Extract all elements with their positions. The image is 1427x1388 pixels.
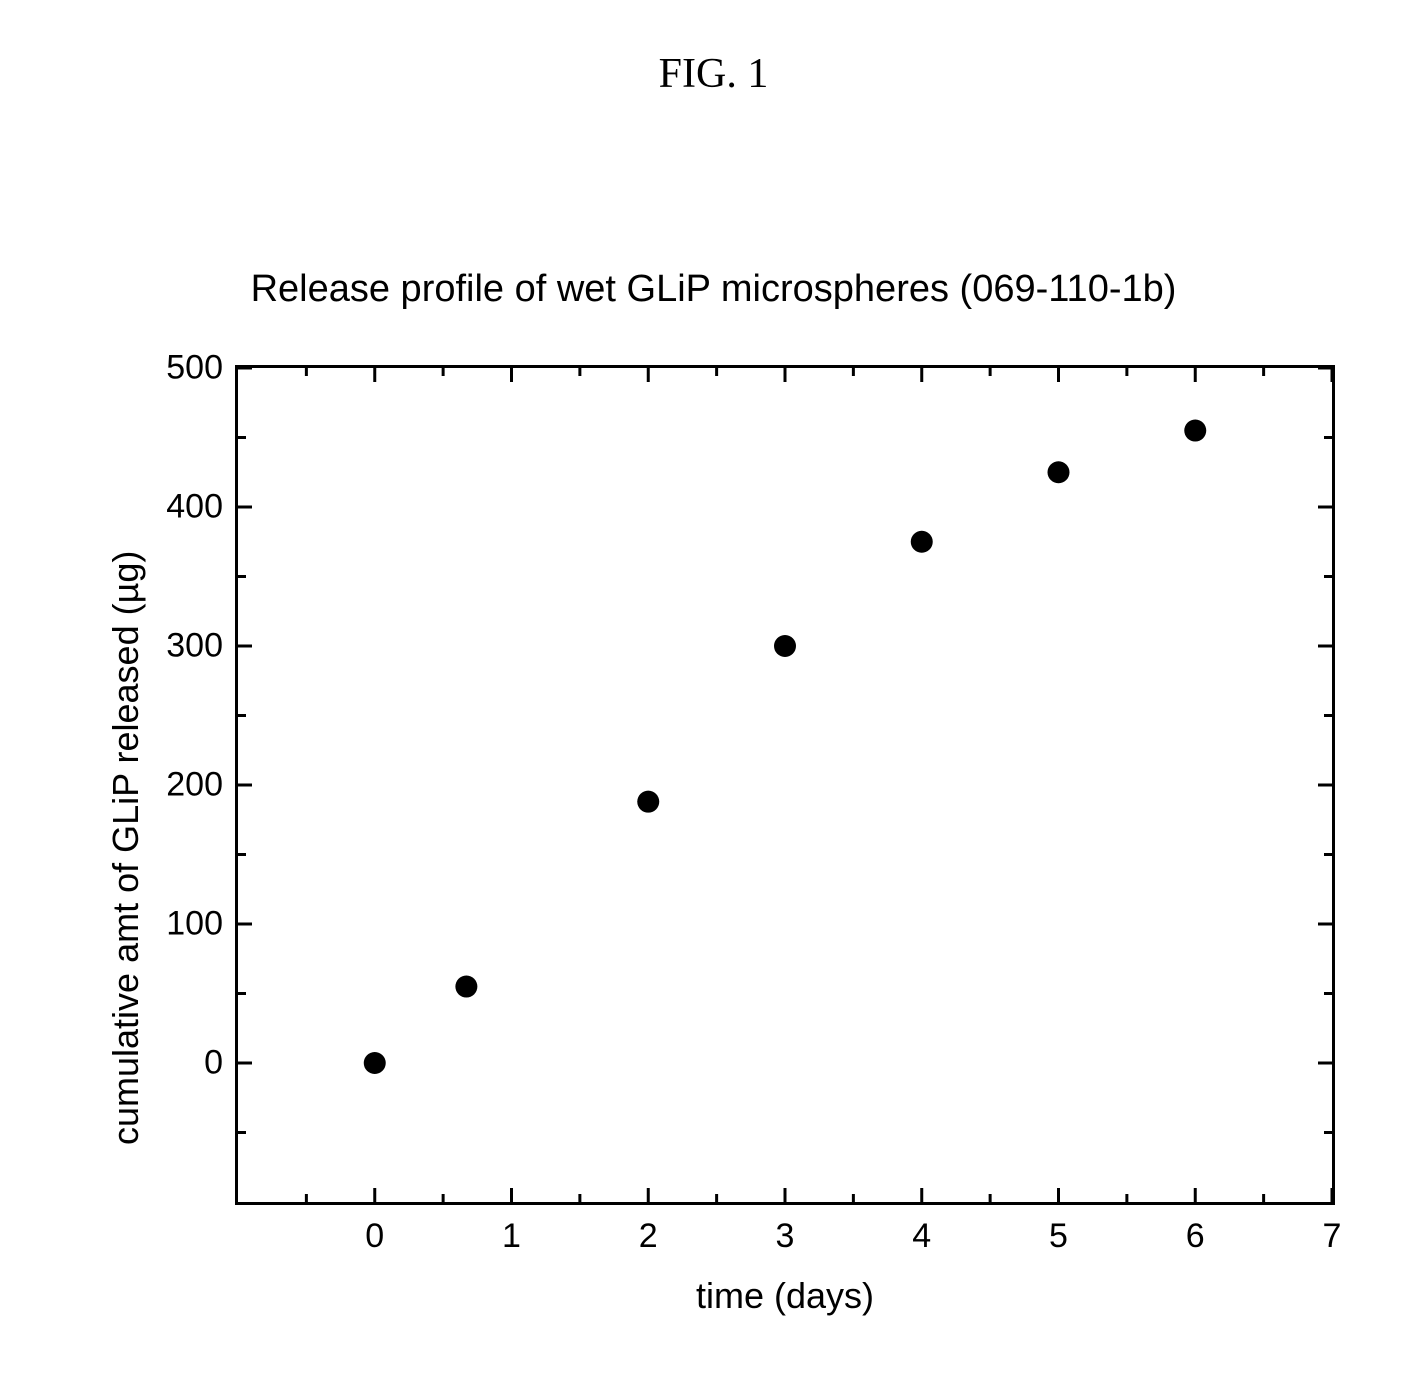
- x-tick-label: 0: [365, 1217, 384, 1256]
- page: FIG. 1 Release profile of wet GLiP micro…: [0, 0, 1427, 1388]
- y-tick-label: 400: [166, 488, 223, 527]
- y-tick-label: 500: [166, 349, 223, 388]
- plot-box: [235, 365, 1335, 1205]
- x-tick-label: 2: [639, 1217, 658, 1256]
- y-tick-label: 100: [166, 905, 223, 944]
- y-axis-label: cumulative amt of GLiP released (µg): [105, 551, 147, 1145]
- x-tick-label: 1: [502, 1217, 521, 1256]
- chart-title: Release profile of wet GLiP microspheres…: [0, 268, 1427, 311]
- plot-svg: [238, 368, 1332, 1202]
- x-tick-label: 3: [776, 1217, 795, 1256]
- x-tick-label: 4: [912, 1217, 931, 1256]
- data-point: [774, 635, 796, 657]
- figure-label: FIG. 1: [0, 50, 1427, 98]
- data-point: [911, 531, 933, 553]
- x-tick-label: 5: [1049, 1217, 1068, 1256]
- data-point: [455, 976, 477, 998]
- data-point: [364, 1052, 386, 1074]
- x-tick-label: 6: [1186, 1217, 1205, 1256]
- y-tick-label: 0: [204, 1044, 223, 1083]
- chart-area: cumulative amt of GLiP released (µg) tim…: [75, 365, 1355, 1325]
- y-tick-label: 200: [166, 766, 223, 805]
- y-tick-label: 300: [166, 627, 223, 666]
- x-tick-label: 7: [1323, 1217, 1342, 1256]
- x-axis-label: time (days): [235, 1275, 1335, 1317]
- data-point: [637, 791, 659, 813]
- data-point: [1184, 420, 1206, 442]
- data-point: [1048, 461, 1070, 483]
